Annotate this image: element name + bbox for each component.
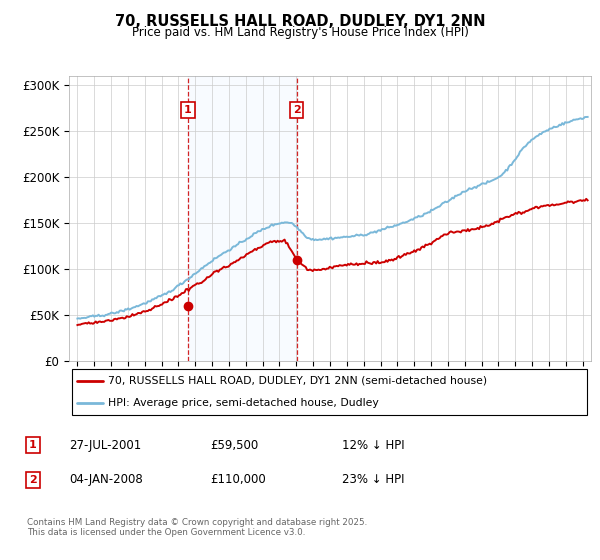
Text: Contains HM Land Registry data © Crown copyright and database right 2025.
This d: Contains HM Land Registry data © Crown c… bbox=[27, 518, 367, 538]
Text: 70, RUSSELLS HALL ROAD, DUDLEY, DY1 2NN: 70, RUSSELLS HALL ROAD, DUDLEY, DY1 2NN bbox=[115, 14, 485, 29]
Text: 2: 2 bbox=[293, 105, 301, 115]
Text: 04-JAN-2008: 04-JAN-2008 bbox=[69, 473, 143, 487]
Text: 23% ↓ HPI: 23% ↓ HPI bbox=[342, 473, 404, 487]
FancyBboxPatch shape bbox=[71, 370, 587, 414]
Text: 1: 1 bbox=[184, 105, 192, 115]
Text: Price paid vs. HM Land Registry's House Price Index (HPI): Price paid vs. HM Land Registry's House … bbox=[131, 26, 469, 39]
Text: 12% ↓ HPI: 12% ↓ HPI bbox=[342, 438, 404, 452]
Text: £110,000: £110,000 bbox=[210, 473, 266, 487]
Text: £59,500: £59,500 bbox=[210, 438, 258, 452]
Text: HPI: Average price, semi-detached house, Dudley: HPI: Average price, semi-detached house,… bbox=[108, 398, 379, 408]
Text: 1: 1 bbox=[29, 440, 37, 450]
Bar bbox=[188, 76, 296, 361]
Text: 70, RUSSELLS HALL ROAD, DUDLEY, DY1 2NN (semi-detached house): 70, RUSSELLS HALL ROAD, DUDLEY, DY1 2NN … bbox=[108, 376, 487, 386]
Text: 27-JUL-2001: 27-JUL-2001 bbox=[69, 438, 141, 452]
Text: 2: 2 bbox=[29, 475, 37, 485]
